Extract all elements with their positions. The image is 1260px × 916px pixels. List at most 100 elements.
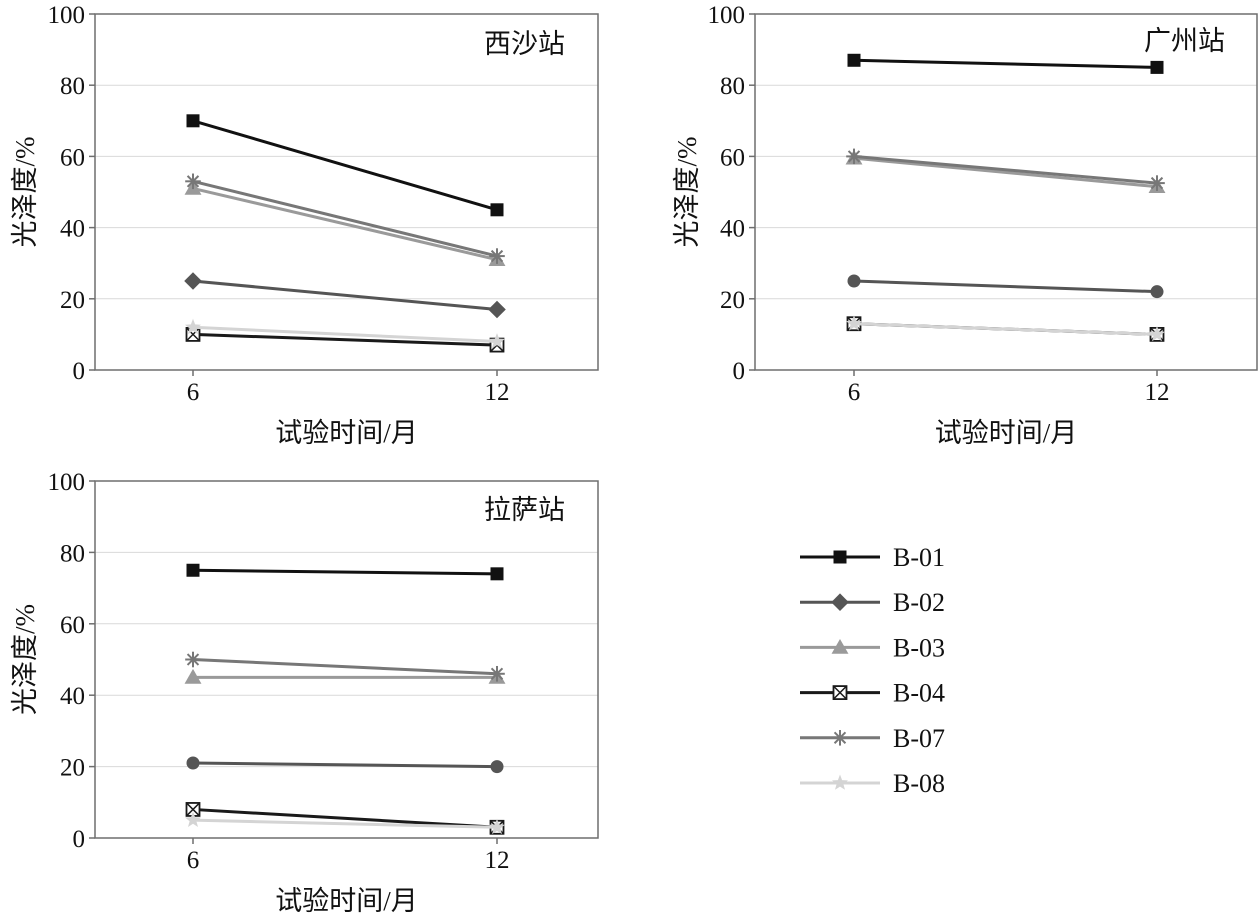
chart-panel-1: 0 20 40 60 80 100 6 12 试验时间/月 光泽度/% 西沙站 [10, 2, 599, 448]
series-line [191, 807, 499, 829]
series-line [191, 658, 499, 676]
y-tick-label: 40 [60, 216, 85, 243]
y-axis-title: 光泽度/% [672, 137, 702, 248]
data-point [1150, 285, 1164, 299]
data-point [488, 300, 506, 319]
data-point [490, 567, 504, 581]
legend-marker [832, 730, 848, 746]
y-tick-label: 20 [60, 755, 85, 782]
legend-label: B-04 [893, 679, 945, 708]
y-tick-label: 0 [73, 358, 86, 385]
series-line [852, 156, 1159, 189]
x-axis-title: 试验时间/月 [275, 886, 418, 916]
legend-item-b-01: B-01 [800, 543, 945, 572]
series-b-02 [184, 272, 506, 319]
legend-label: B-07 [893, 724, 945, 753]
series-line [191, 186, 499, 262]
x-tick-label: 6 [187, 379, 200, 406]
series-b-07 [185, 173, 505, 264]
series-line [191, 332, 499, 347]
legend-marker [832, 685, 848, 700]
series-b-08 [185, 318, 505, 349]
y-tick-label: 100 [48, 469, 86, 496]
data-point [490, 760, 504, 774]
legend-marker [833, 550, 847, 564]
data-point [1149, 175, 1165, 191]
data-point [186, 756, 200, 770]
legend-item-b-02: B-02 [800, 588, 945, 617]
data-point [185, 802, 201, 817]
data-point [1149, 325, 1165, 342]
x-axis-title: 试验时间/月 [275, 418, 418, 448]
data-point [186, 563, 200, 577]
legend-marker [831, 638, 849, 654]
chart-panel-2: 0 20 40 60 80 100 6 12 试验时间/月 光泽度/% 广州站 [672, 2, 1258, 448]
legend-label: B-02 [893, 588, 945, 617]
series-line [191, 761, 499, 769]
series-line [191, 179, 499, 258]
data-point [185, 318, 201, 335]
series-b-02 [847, 274, 1164, 299]
data-point [489, 333, 505, 349]
data-point [847, 274, 861, 288]
legend-item-b-04: B-04 [800, 679, 945, 708]
series-b-08 [846, 315, 1165, 342]
legend-item-b-07: B-07 [800, 724, 945, 753]
data-point [489, 665, 505, 682]
x-tick-label: 12 [485, 379, 510, 406]
x-tick-label: 6 [848, 379, 861, 406]
series-b-02 [186, 756, 504, 774]
legend-label: B-03 [893, 633, 945, 662]
data-point [184, 272, 202, 290]
series-line [191, 568, 499, 576]
series-b-01 [847, 53, 1164, 74]
x-tick-label: 12 [1145, 379, 1170, 406]
x-tick-label: 12 [485, 847, 510, 874]
legend-marker [832, 774, 848, 790]
series-line [191, 325, 499, 344]
y-axis-title: 光泽度/% [10, 604, 40, 715]
chart-title: 广州站 [1144, 26, 1225, 56]
legend-label: B-01 [893, 543, 945, 572]
series-b-07 [846, 148, 1165, 191]
data-point [847, 53, 861, 67]
y-tick-label: 20 [720, 287, 745, 314]
y-tick-label: 80 [720, 73, 745, 100]
data-point [489, 818, 505, 835]
y-tick-label: 80 [60, 540, 85, 567]
series-line [191, 279, 499, 311]
series-b-01 [186, 114, 504, 217]
plot-frame [754, 13, 1258, 371]
chart-title: 拉萨站 [484, 495, 565, 525]
chart-title: 西沙站 [484, 29, 565, 59]
series-line [852, 322, 1159, 336]
data-point [1150, 60, 1164, 74]
data-point [489, 248, 505, 264]
series-b-01 [186, 563, 504, 581]
legend-item-b-08: B-08 [800, 769, 945, 798]
data-point [846, 148, 862, 165]
y-tick-label: 40 [720, 216, 745, 243]
legend-label: B-08 [893, 769, 945, 798]
data-point [846, 315, 862, 331]
series-line [191, 818, 499, 829]
data-point [184, 668, 202, 684]
plot-frame [94, 13, 599, 371]
y-tick-label: 80 [60, 73, 85, 100]
y-axis-title: 光泽度/% [10, 137, 40, 248]
y-tick-label: 100 [708, 2, 746, 29]
x-axis-title: 试验时间/月 [935, 418, 1078, 448]
legend-marker [831, 593, 849, 611]
series-b-03 [184, 179, 506, 266]
chart-panel-3: 0 20 40 60 80 100 6 12 试验时间/月 光泽度/% 拉萨站 [10, 469, 599, 916]
y-tick-label: 20 [60, 287, 85, 314]
data-point [490, 203, 504, 217]
y-tick-label: 60 [60, 612, 85, 639]
y-tick-label: 60 [60, 144, 85, 171]
legend-item-b-03: B-03 [800, 633, 945, 662]
series-b-04 [185, 802, 505, 835]
data-point [185, 651, 201, 668]
series-line [852, 279, 1159, 294]
series-b-07 [185, 651, 505, 682]
